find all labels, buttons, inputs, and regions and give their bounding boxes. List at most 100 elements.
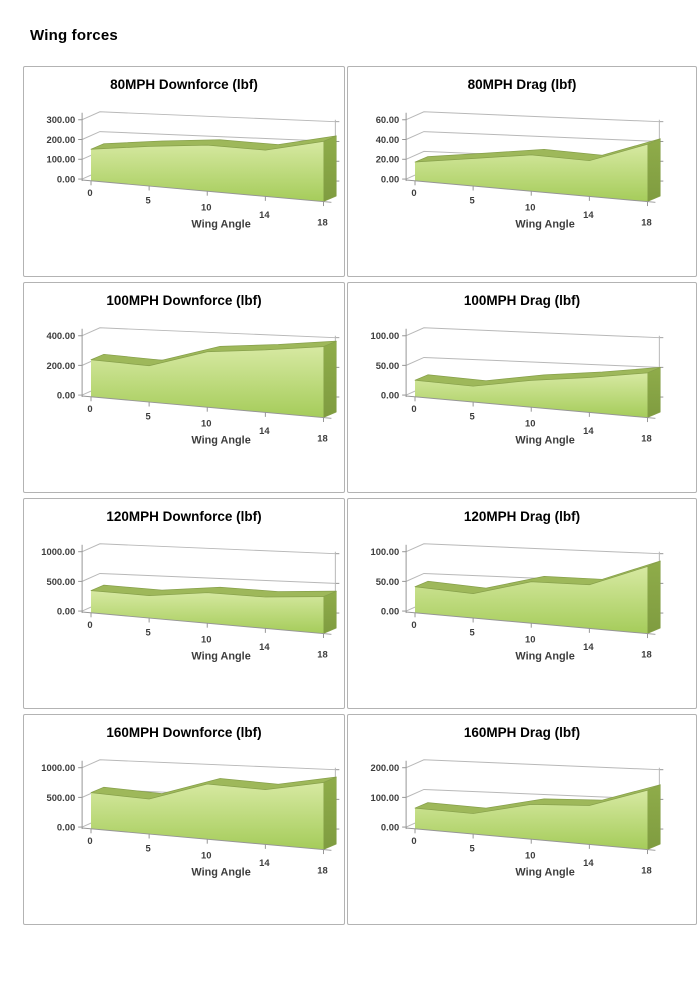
x-tick-label: 5: [470, 842, 475, 853]
x-tick-label: 10: [201, 634, 211, 645]
chart-title: 100MPH Drag (lbf): [463, 293, 581, 308]
x-axis-title: Wing Angle: [515, 435, 574, 447]
area-chart-plot-160mph-drag: 0.00 100.00 200.00 0 5 10 14 18 Wing Angle: [370, 759, 664, 879]
x-tick-label: 10: [525, 634, 535, 645]
chart-row-160mph: 160MPH Downforce (lbf) 0.00 500.00 1000.00…: [23, 714, 697, 925]
x-axis-title: Wing Angle: [191, 435, 250, 447]
x-axis-title: Wing Angle: [515, 651, 574, 663]
x-tick-label: 18: [641, 433, 651, 444]
y-tick-label: 1000.00: [41, 546, 75, 557]
chart-grid: 80MPH Downforce (lbf) 0.00 100.00 200.00 30…: [23, 66, 697, 925]
area-chart-plot-160mph-downforce: 0.00 500.00 1000.00 0 5 10 14 18 Wing Angle: [41, 759, 340, 879]
axis-labels: 0.00 50.00 100.00 0 5 10 14 18 Wing Angle: [370, 330, 651, 446]
chart-title: 100MPH Downforce (lbf): [106, 293, 262, 308]
y-tick-label: 400.00: [46, 330, 75, 341]
x-tick-label: 5: [470, 194, 475, 205]
x-tick-label: 18: [641, 865, 651, 876]
chart-100mph-drag: 100MPH Drag (lbf) 0.00 50.00 100.00 0 5 10 14 1…: [347, 282, 697, 493]
x-tick-label: 5: [146, 626, 151, 637]
x-tick-label: 10: [201, 202, 211, 213]
x-tick-label: 0: [411, 403, 416, 414]
x-tick-label: 18: [317, 217, 327, 228]
chart-120mph-downforce: 120MPH Downforce (lbf) 0.00 500.00 1000.00…: [23, 498, 345, 709]
x-axis-title: Wing Angle: [191, 867, 250, 879]
y-tick-label: 100.00: [370, 330, 399, 341]
x-tick-label: 0: [411, 619, 416, 630]
y-tick-label: 50.00: [376, 360, 399, 371]
x-tick-label: 0: [411, 187, 416, 198]
y-tick-label: 500.00: [46, 792, 75, 803]
axis-labels: 0.00 200.00 400.00 0 5 10 14 18 Wing Angle: [46, 330, 327, 446]
x-axis-title: Wing Angle: [515, 867, 574, 879]
y-tick-label: 20.00: [376, 154, 399, 165]
x-axis-title: Wing Angle: [515, 219, 574, 231]
y-tick-label: 500.00: [46, 576, 75, 587]
area-chart-plot-120mph-downforce: 0.00 500.00 1000.00 0 5 10 14 18 Wing Angle: [41, 543, 340, 663]
area-series: [90, 340, 337, 418]
axis-labels: 0.00 500.00 1000.00 0 5 10 14 18 Wing Angle: [41, 546, 327, 662]
x-tick-label: 0: [87, 403, 92, 414]
area-chart-plot-80mph-downforce: 0.00 100.00 200.00 300.00 0 5 10 14 18 Wing Angle: [46, 111, 340, 231]
y-tick-label: 100.00: [46, 154, 75, 165]
x-tick-label: 14: [583, 857, 594, 868]
x-tick-label: 5: [146, 410, 151, 421]
area-chart-plot-80mph-drag: 0.00 20.00 40.00 60.00 0 5 10 14 18 Wing Angle: [376, 111, 664, 231]
axes: [402, 112, 656, 207]
y-tick-label: 200.00: [46, 134, 75, 145]
axis-labels: 0.00 500.00 1000.00 0 5 10 14 18 Wing Angle: [41, 762, 327, 878]
x-tick-label: 14: [259, 857, 270, 868]
x-tick-label: 18: [317, 865, 327, 876]
area-series: [414, 138, 661, 202]
y-tick-label: 0.00: [381, 822, 399, 833]
x-tick-label: 18: [641, 649, 651, 660]
chart-160mph-downforce: 160MPH Downforce (lbf) 0.00 500.00 1000.00…: [23, 714, 345, 925]
x-tick-label: 10: [201, 418, 211, 429]
x-tick-label: 14: [583, 425, 594, 436]
y-tick-label: 100.00: [370, 546, 399, 557]
x-tick-label: 14: [583, 641, 594, 652]
x-axis-title: Wing Angle: [191, 651, 250, 663]
area-chart-plot-100mph-downforce: 0.00 200.00 400.00 0 5 10 14 18 Wing Angle: [46, 327, 340, 447]
y-tick-label: 100.00: [370, 792, 399, 803]
area-series: [414, 560, 661, 634]
area-series: [90, 776, 337, 850]
x-tick-label: 5: [470, 410, 475, 421]
y-tick-label: 0.00: [57, 822, 75, 833]
x-tick-label: 10: [525, 202, 535, 213]
chart-title: 120MPH Downforce (lbf): [106, 509, 262, 524]
y-tick-label: 1000.00: [41, 762, 75, 773]
axes: [78, 328, 332, 423]
chart-title: 160MPH Drag (lbf): [463, 725, 581, 740]
y-tick-label: 0.00: [57, 174, 75, 185]
chart-title: 80MPH Drag (lbf): [467, 77, 577, 92]
x-tick-label: 0: [411, 835, 416, 846]
y-tick-label: 200.00: [46, 360, 75, 371]
x-tick-label: 14: [583, 209, 594, 220]
chart-title: 120MPH Drag (lbf): [463, 509, 581, 524]
chart-160mph-drag: 160MPH Drag (lbf) 0.00 100.00 200.00 0 5 10 14…: [347, 714, 697, 925]
x-tick-label: 14: [259, 641, 270, 652]
chart-title: 160MPH Downforce (lbf): [106, 725, 262, 740]
axes: [78, 760, 332, 855]
x-tick-label: 5: [146, 842, 151, 853]
chart-row-80mph: 80MPH Downforce (lbf) 0.00 100.00 200.00 30…: [23, 66, 697, 277]
x-tick-label: 10: [525, 850, 535, 861]
chart-100mph-downforce: 100MPH Downforce (lbf) 0.00 200.00 400.00 0…: [23, 282, 345, 493]
page-title: Wing forces: [30, 27, 118, 44]
area-chart-plot-100mph-drag: 0.00 50.00 100.00 0 5 10 14 18 Wing Angle: [370, 327, 664, 447]
y-tick-label: 300.00: [46, 114, 75, 125]
area-series: [90, 584, 337, 634]
axis-labels: 0.00 20.00 40.00 60.00 0 5 10 14 18 Wing Angle: [376, 114, 652, 230]
y-tick-label: 40.00: [376, 134, 399, 145]
x-tick-label: 10: [525, 418, 535, 429]
x-tick-label: 18: [317, 433, 327, 444]
x-tick-label: 14: [259, 209, 270, 220]
axis-labels: 0.00 50.00 100.00 0 5 10 14 18 Wing Angle: [370, 546, 651, 662]
x-tick-label: 14: [259, 425, 270, 436]
area-chart-plot-120mph-drag: 0.00 50.00 100.00 0 5 10 14 18 Wing Angle: [370, 543, 664, 663]
y-tick-label: 0.00: [381, 390, 399, 401]
chart-row-100mph: 100MPH Downforce (lbf) 0.00 200.00 400.00 0…: [23, 282, 697, 493]
axes: [78, 544, 332, 639]
x-tick-label: 0: [87, 187, 92, 198]
chart-80mph-downforce: 80MPH Downforce (lbf) 0.00 100.00 200.00 30…: [23, 66, 345, 277]
